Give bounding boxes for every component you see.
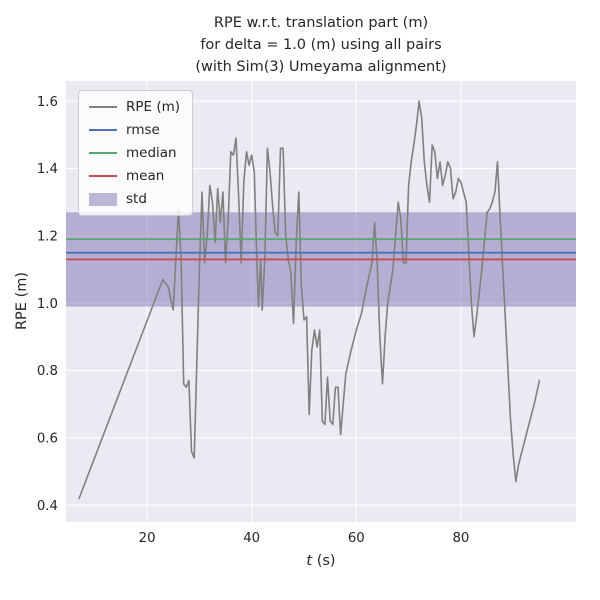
x-axis-label: t (s) (66, 553, 576, 569)
legend-item-rmse: rmse (89, 122, 180, 138)
chart-title-line1: RPE w.r.t. translation part (m) (213, 15, 429, 31)
x-tick-label: 20 (139, 531, 156, 546)
y-axis-label: RPE (m) (14, 271, 30, 331)
chart-title-line2: for delta = 1.0 (m) using all pairs (200, 36, 442, 53)
legend-label-rpe: RPE (m) (126, 99, 181, 115)
legend-label-rmse: rmse (126, 122, 160, 138)
y-tick-label: 1.6 (37, 95, 58, 110)
chart-title: RPE w.r.t. translation part (m) for delt… (66, 13, 576, 78)
x-tick-label: 60 (348, 531, 365, 546)
x-tick-label: 40 (243, 531, 260, 546)
legend-label-median: median (126, 145, 177, 161)
legend-label-std: std (126, 191, 147, 207)
y-tick-label: 0.4 (37, 499, 58, 514)
y-tick-label: 0.8 (37, 364, 58, 379)
rpe-line (78, 100, 541, 500)
median-line-swatch-icon (89, 152, 117, 154)
x-axis-label-unit: (s) (312, 553, 336, 569)
mean-line-swatch-icon (89, 175, 117, 177)
chart-title-line3: (with Sim(3) Umeyama alignment) (195, 58, 447, 75)
legend: RPE (m) rmse median mean std (78, 90, 194, 216)
rpe-line-swatch-icon (89, 106, 117, 108)
y-tick-label: 1.2 (37, 229, 58, 244)
y-tick-label: 0.6 (37, 431, 58, 446)
legend-label-mean: mean (126, 168, 165, 184)
x-axis-label-variable: t (306, 553, 313, 569)
rmse-line-swatch-icon (89, 129, 117, 131)
legend-item-std: std (89, 191, 180, 207)
y-tick-label: 1.4 (37, 162, 58, 177)
std-patch-swatch-icon (89, 192, 117, 206)
legend-item-mean: mean (89, 168, 180, 184)
legend-item-median: median (89, 145, 180, 161)
legend-item-rpe: RPE (m) (89, 99, 180, 115)
x-tick-label: 80 (452, 531, 469, 546)
y-tick-label: 1.0 (37, 297, 58, 312)
